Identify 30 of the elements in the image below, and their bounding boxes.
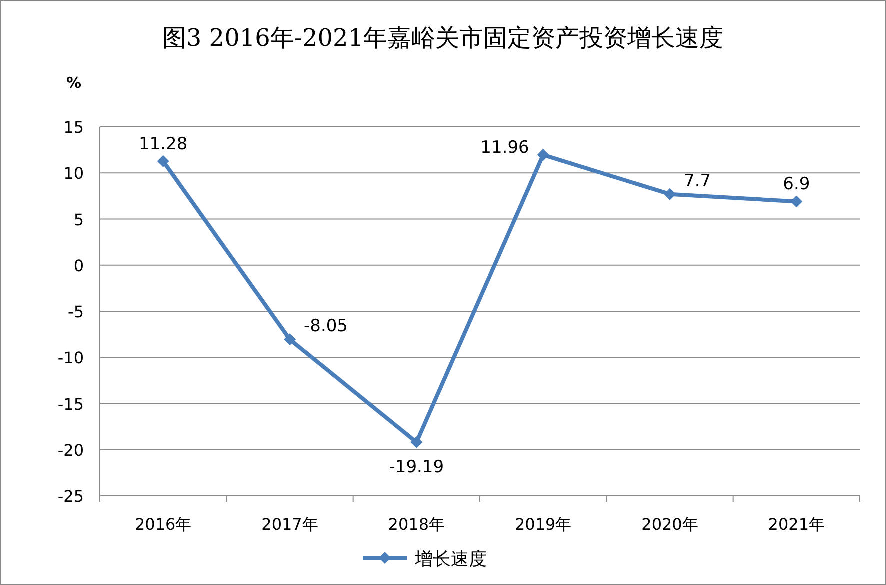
y-tick-label: 15 <box>64 118 84 137</box>
y-tick-label: -10 <box>58 348 84 368</box>
point <box>284 334 296 346</box>
x-tick-label: 2021年 <box>768 515 826 534</box>
y-tick-label: 0 <box>74 256 84 276</box>
x-tick-label: 2019年 <box>514 515 572 534</box>
x-tick-label: 2017年 <box>262 515 318 534</box>
legend-label: 增长速度 <box>414 549 487 570</box>
y-tick-label: -15 <box>58 394 84 414</box>
x-tick-label: 2016年 <box>134 515 192 534</box>
y-tick-label: 5 <box>74 210 84 230</box>
legend: 增长速度 <box>363 549 487 570</box>
data-label: -19.19 <box>389 457 444 478</box>
data-label: 11.96 <box>480 138 530 158</box>
point <box>664 188 676 200</box>
y-tick-label: -20 <box>58 440 84 460</box>
chart-title: 图3 2016年-2021年嘉峪关市固定资产投资增长速度 <box>162 24 724 52</box>
point <box>410 436 423 448</box>
point <box>537 149 550 162</box>
data-label: -8.05 <box>304 316 348 337</box>
y-tick-label: -25 <box>58 487 84 506</box>
x-tick-label: 2020年 <box>642 515 698 534</box>
point <box>157 155 170 168</box>
y-axis-title: % <box>66 74 82 92</box>
data-label: 6.9 <box>783 174 810 195</box>
y-tick-label: -5 <box>68 302 84 322</box>
data-label: 11.28 <box>138 134 188 154</box>
data-label: 7.7 <box>684 171 712 192</box>
y-tick-label: 10 <box>64 164 84 184</box>
x-tick-label: 2018年 <box>388 515 446 534</box>
